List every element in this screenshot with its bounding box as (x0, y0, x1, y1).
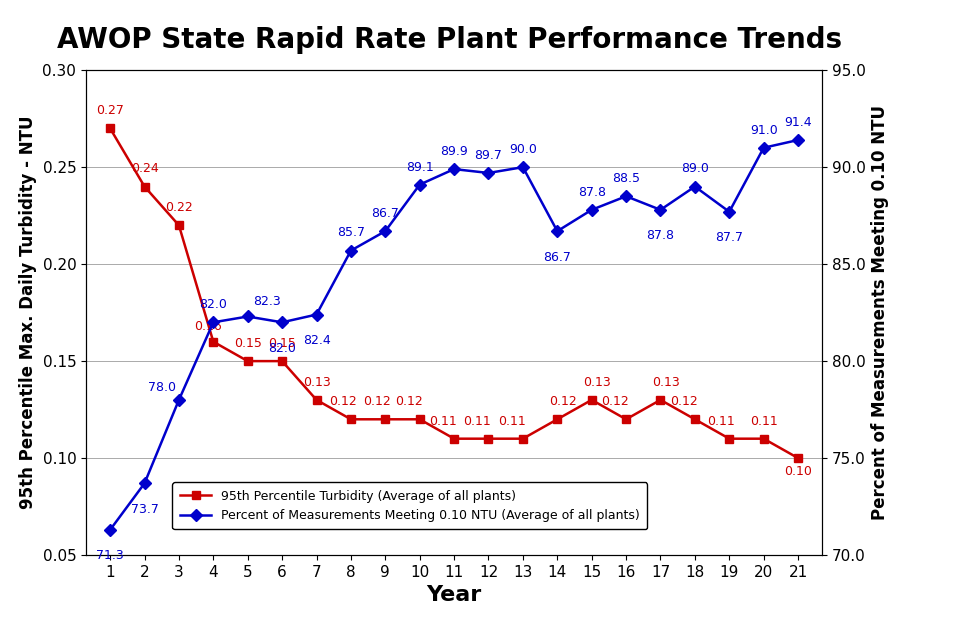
Text: 87.8: 87.8 (577, 186, 606, 198)
Text: 0.24: 0.24 (131, 163, 159, 175)
95th Percentile Turbidity (Average of all plants) (483, 435, 494, 443)
95th Percentile Turbidity (Average of all plants) (173, 221, 185, 229)
95th Percentile Turbidity (Average of all plants) (586, 396, 598, 404)
Text: 0.12: 0.12 (601, 395, 629, 408)
Percent of Measurements Meeting 0.10 NTU (Average of all plants) (345, 247, 357, 255)
Text: 91.4: 91.4 (784, 116, 812, 129)
Text: 0.22: 0.22 (165, 201, 193, 214)
Percent of Measurements Meeting 0.10 NTU (Average of all plants) (207, 318, 219, 326)
Text: 89.9: 89.9 (440, 145, 468, 158)
Text: 89.0: 89.0 (681, 163, 708, 175)
95th Percentile Turbidity (Average of all plants) (448, 435, 460, 443)
Text: 0.13: 0.13 (652, 376, 680, 389)
Percent of Measurements Meeting 0.10 NTU (Average of all plants) (139, 480, 150, 487)
Text: 0.10: 0.10 (784, 464, 812, 477)
Percent of Measurements Meeting 0.10 NTU (Average of all plants) (483, 169, 494, 177)
95th Percentile Turbidity (Average of all plants) (758, 435, 770, 443)
Percent of Measurements Meeting 0.10 NTU (Average of all plants) (793, 136, 804, 144)
Percent of Measurements Meeting 0.10 NTU (Average of all plants) (586, 206, 598, 214)
Text: 0.11: 0.11 (498, 415, 526, 427)
Text: 0.27: 0.27 (97, 104, 124, 117)
95th Percentile Turbidity (Average of all plants) (620, 415, 632, 423)
Text: 0.15: 0.15 (234, 337, 262, 350)
Text: 0.13: 0.13 (583, 376, 611, 389)
Percent of Measurements Meeting 0.10 NTU (Average of all plants) (552, 227, 563, 235)
Text: 82.4: 82.4 (303, 334, 331, 347)
95th Percentile Turbidity (Average of all plants) (414, 415, 425, 423)
95th Percentile Turbidity (Average of all plants) (517, 435, 529, 443)
Y-axis label: 95th Percentile Max. Daily Turbidity - NTU: 95th Percentile Max. Daily Turbidity - N… (19, 116, 37, 509)
Percent of Measurements Meeting 0.10 NTU (Average of all plants) (242, 313, 253, 320)
X-axis label: Year: Year (426, 585, 482, 605)
Text: 0.12: 0.12 (670, 395, 698, 408)
Text: 85.7: 85.7 (337, 226, 365, 239)
Legend: 95th Percentile Turbidity (Average of all plants), Percent of Measurements Meeti: 95th Percentile Turbidity (Average of al… (172, 482, 647, 530)
Text: 89.7: 89.7 (474, 149, 503, 162)
Text: 0.11: 0.11 (429, 415, 457, 427)
95th Percentile Turbidity (Average of all plants) (242, 357, 253, 365)
Percent of Measurements Meeting 0.10 NTU (Average of all plants) (758, 144, 770, 152)
Text: 87.8: 87.8 (646, 229, 675, 242)
Text: 0.12: 0.12 (395, 395, 423, 408)
95th Percentile Turbidity (Average of all plants) (311, 396, 322, 404)
Percent of Measurements Meeting 0.10 NTU (Average of all plants) (620, 193, 632, 200)
Text: 88.5: 88.5 (612, 172, 641, 185)
95th Percentile Turbidity (Average of all plants) (345, 415, 357, 423)
Text: 82.0: 82.0 (269, 342, 296, 355)
Percent of Measurements Meeting 0.10 NTU (Average of all plants) (689, 182, 701, 190)
95th Percentile Turbidity (Average of all plants) (380, 415, 391, 423)
Text: 89.1: 89.1 (406, 161, 434, 174)
95th Percentile Turbidity (Average of all plants) (724, 435, 735, 443)
Text: 0.15: 0.15 (269, 337, 296, 350)
Text: 0.11: 0.11 (750, 415, 777, 427)
Text: 91.0: 91.0 (750, 124, 777, 137)
Y-axis label: Percent of Measurements Meeting 0.10 NTU: Percent of Measurements Meeting 0.10 NTU (871, 105, 889, 520)
Text: 0.12: 0.12 (363, 395, 391, 408)
Text: 0.16: 0.16 (194, 320, 222, 334)
Percent of Measurements Meeting 0.10 NTU (Average of all plants) (311, 311, 322, 318)
Text: 0.12: 0.12 (329, 395, 357, 408)
Text: 0.11: 0.11 (707, 415, 735, 427)
Percent of Measurements Meeting 0.10 NTU (Average of all plants) (276, 318, 288, 326)
95th Percentile Turbidity (Average of all plants) (689, 415, 701, 423)
Text: 90.0: 90.0 (509, 143, 537, 156)
Percent of Measurements Meeting 0.10 NTU (Average of all plants) (104, 526, 116, 533)
95th Percentile Turbidity (Average of all plants) (207, 338, 219, 346)
95th Percentile Turbidity (Average of all plants) (139, 182, 150, 190)
Text: 0.12: 0.12 (549, 395, 576, 408)
Text: 0.13: 0.13 (303, 376, 331, 389)
Percent of Measurements Meeting 0.10 NTU (Average of all plants) (380, 227, 391, 235)
Text: 0.11: 0.11 (464, 415, 491, 427)
Text: 71.3: 71.3 (97, 549, 124, 562)
Text: 87.7: 87.7 (715, 231, 743, 244)
Percent of Measurements Meeting 0.10 NTU (Average of all plants) (517, 163, 529, 171)
95th Percentile Turbidity (Average of all plants) (104, 124, 116, 132)
95th Percentile Turbidity (Average of all plants) (552, 415, 563, 423)
Text: 82.0: 82.0 (200, 298, 228, 311)
Percent of Measurements Meeting 0.10 NTU (Average of all plants) (414, 181, 425, 188)
95th Percentile Turbidity (Average of all plants) (276, 357, 288, 365)
Line: 95th Percentile Turbidity (Average of all plants): 95th Percentile Turbidity (Average of al… (106, 124, 802, 463)
Line: Percent of Measurements Meeting 0.10 NTU (Average of all plants): Percent of Measurements Meeting 0.10 NTU… (106, 136, 802, 534)
Percent of Measurements Meeting 0.10 NTU (Average of all plants) (173, 396, 185, 404)
Percent of Measurements Meeting 0.10 NTU (Average of all plants) (448, 165, 460, 173)
Percent of Measurements Meeting 0.10 NTU (Average of all plants) (655, 206, 666, 214)
Text: 78.0: 78.0 (148, 382, 176, 394)
Text: 73.7: 73.7 (131, 503, 159, 516)
Text: AWOP State Rapid Rate Plant Performance Trends: AWOP State Rapid Rate Plant Performance … (56, 26, 842, 54)
Percent of Measurements Meeting 0.10 NTU (Average of all plants) (724, 208, 735, 216)
95th Percentile Turbidity (Average of all plants) (793, 454, 804, 462)
Text: 86.7: 86.7 (543, 251, 572, 263)
Text: 82.3: 82.3 (253, 295, 281, 308)
95th Percentile Turbidity (Average of all plants) (655, 396, 666, 404)
Text: 86.7: 86.7 (371, 207, 400, 220)
